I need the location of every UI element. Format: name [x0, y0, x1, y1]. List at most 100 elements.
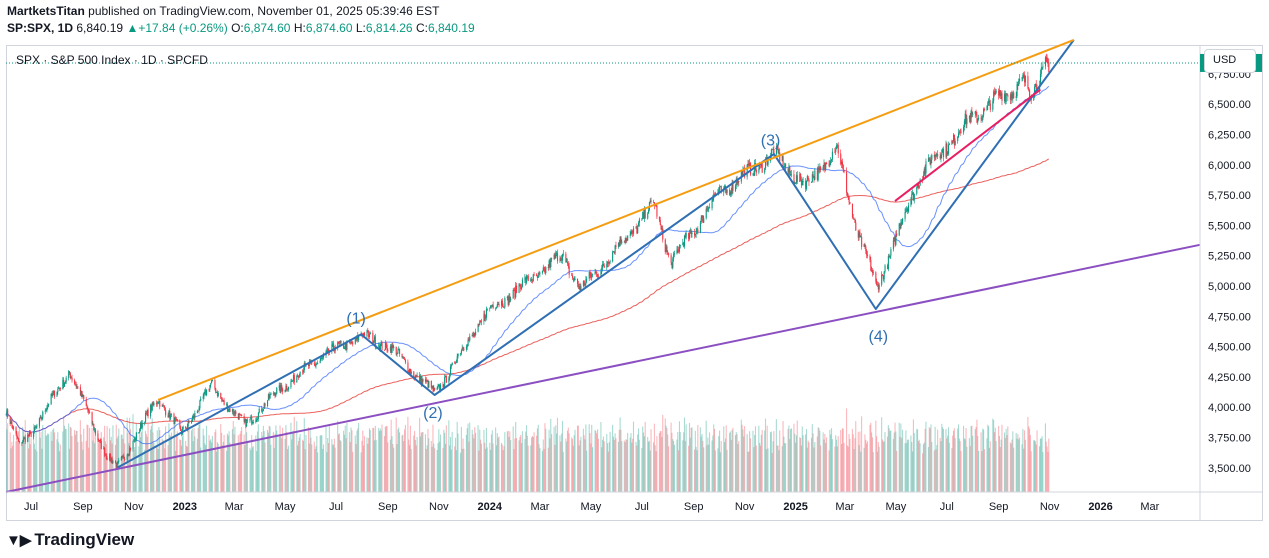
- candle: [420, 376, 422, 385]
- candle: [900, 221, 902, 229]
- candle: [126, 454, 128, 460]
- candle: [175, 419, 178, 420]
- candle: [600, 271, 602, 277]
- candle: [449, 374, 451, 378]
- candle: [311, 362, 313, 364]
- candle: [445, 375, 447, 383]
- volume-bar: [501, 444, 503, 492]
- volume-bar: [1016, 438, 1018, 492]
- candle: [795, 175, 798, 184]
- candle: [554, 254, 556, 258]
- candle: [290, 381, 292, 388]
- x-tick-label: Mar: [225, 501, 244, 513]
- volume-bar: [1009, 442, 1011, 492]
- candle: [461, 347, 463, 351]
- volume-bar: [38, 417, 40, 492]
- volume-bar: [988, 447, 990, 492]
- candle: [510, 298, 512, 301]
- candle: [454, 362, 456, 364]
- volume-bar: [595, 431, 597, 492]
- candle: [702, 215, 704, 223]
- volume-bar: [191, 428, 193, 492]
- candle: [480, 321, 482, 323]
- candle: [331, 344, 333, 352]
- volume-bar: [695, 446, 697, 492]
- candle: [117, 461, 119, 463]
- volume-bar: [432, 424, 434, 492]
- candle: [287, 387, 290, 390]
- high-label: H:: [293, 21, 306, 35]
- tradingview-logo[interactable]: ▼▶ TradingView: [6, 530, 134, 550]
- volume-bar: [1044, 423, 1046, 492]
- author-name[interactable]: MartketsTitan: [7, 4, 85, 18]
- volume-bar: [507, 430, 509, 492]
- candle: [307, 363, 310, 366]
- volume-bar: [211, 435, 213, 492]
- high-value: 6,874.60: [305, 21, 353, 35]
- volume-bar: [497, 437, 499, 492]
- candle: [606, 264, 608, 268]
- candle: [384, 342, 386, 350]
- candle: [222, 400, 224, 402]
- volume-bar: [753, 447, 755, 492]
- volume-bar: [776, 445, 778, 492]
- volume-bar: [876, 436, 878, 492]
- volume-bar: [237, 435, 239, 492]
- candle: [18, 441, 20, 442]
- y-tick-label: 5,250.00: [1208, 251, 1251, 263]
- candle: [800, 173, 802, 180]
- candle: [457, 353, 459, 357]
- candle: [635, 227, 637, 229]
- candle: [129, 447, 131, 455]
- candle: [58, 388, 60, 389]
- volume-bar: [456, 421, 458, 492]
- candle: [719, 186, 721, 191]
- volume-bar: [998, 425, 1000, 492]
- candle: [823, 163, 825, 167]
- candle: [601, 267, 603, 272]
- candle: [820, 167, 822, 170]
- candle: [323, 355, 325, 358]
- candle: [603, 265, 605, 268]
- volume-bar: [1005, 428, 1007, 492]
- volume-bar: [700, 436, 702, 492]
- candle: [141, 422, 143, 428]
- volume-bar: [764, 430, 766, 492]
- candle: [638, 222, 640, 226]
- volume-bar: [444, 432, 446, 492]
- chart-legend[interactable]: SPX · S&P 500 Index · 1D · SPCFD: [16, 53, 208, 67]
- volume-bar: [800, 445, 802, 492]
- volume-bar: [141, 422, 143, 492]
- volume-bar: [937, 429, 939, 492]
- currency-button[interactable]: USD: [1204, 49, 1256, 73]
- volume-bar: [89, 427, 91, 492]
- candle: [89, 412, 91, 413]
- volume-bar: [857, 431, 859, 492]
- candle: [547, 267, 549, 268]
- candle: [708, 207, 710, 209]
- last-price: 6,840.19: [76, 21, 124, 35]
- candle: [682, 242, 684, 245]
- volume-bar: [761, 429, 763, 492]
- candle: [387, 350, 389, 351]
- volume-bar: [561, 433, 563, 492]
- candle: [892, 240, 894, 250]
- volume-bar: [500, 442, 503, 492]
- candle: [163, 406, 165, 408]
- volume-bar: [1007, 426, 1009, 492]
- volume-bar: [828, 450, 830, 492]
- candle: [349, 342, 351, 344]
- candle: [368, 334, 371, 338]
- volume-bar: [200, 447, 202, 492]
- candle: [41, 417, 43, 420]
- candle: [840, 153, 842, 165]
- volume-bar: [883, 441, 885, 492]
- volume-bar: [743, 436, 745, 492]
- candle: [621, 241, 623, 243]
- volume-bar: [577, 425, 579, 492]
- volume-bar: [150, 429, 152, 492]
- lower-trendline: [5, 243, 1201, 493]
- candle: [407, 362, 409, 372]
- volume-bar: [615, 438, 617, 492]
